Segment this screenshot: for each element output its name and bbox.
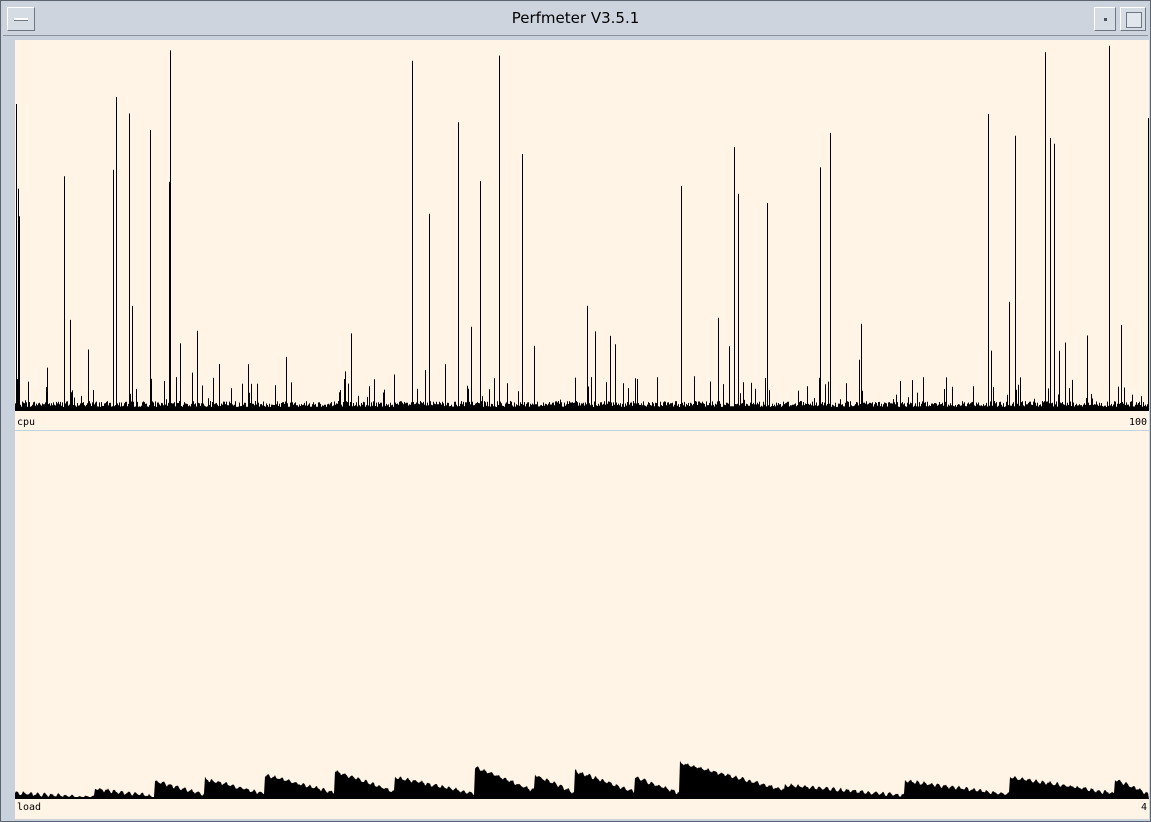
title-bar[interactable]: Perfmeter V3.5.1 bbox=[3, 3, 1148, 36]
load-trace bbox=[15, 760, 1149, 799]
window-title: Perfmeter V3.5.1 bbox=[511, 9, 640, 27]
load-meter-panel: load 4 bbox=[15, 431, 1149, 819]
maximize-icon bbox=[1126, 12, 1142, 28]
load-max-label: 4 bbox=[1140, 802, 1147, 813]
minimize-button[interactable] bbox=[1094, 7, 1116, 31]
cpu-trace bbox=[15, 45, 1149, 410]
cpu-baseline bbox=[15, 408, 1149, 411]
cpu-meter-panel: cpu 100 bbox=[15, 40, 1149, 430]
maximize-button[interactable] bbox=[1120, 7, 1146, 31]
window-menu-button[interactable] bbox=[7, 7, 35, 31]
load-graph bbox=[15, 760, 1149, 799]
load-label: load bbox=[17, 802, 42, 813]
cpu-max-label: 100 bbox=[1128, 417, 1147, 428]
cpu-label: cpu bbox=[17, 417, 36, 428]
window-menu-icon bbox=[14, 18, 28, 21]
minimize-icon bbox=[1104, 18, 1107, 21]
cpu-graph bbox=[15, 45, 1149, 411]
